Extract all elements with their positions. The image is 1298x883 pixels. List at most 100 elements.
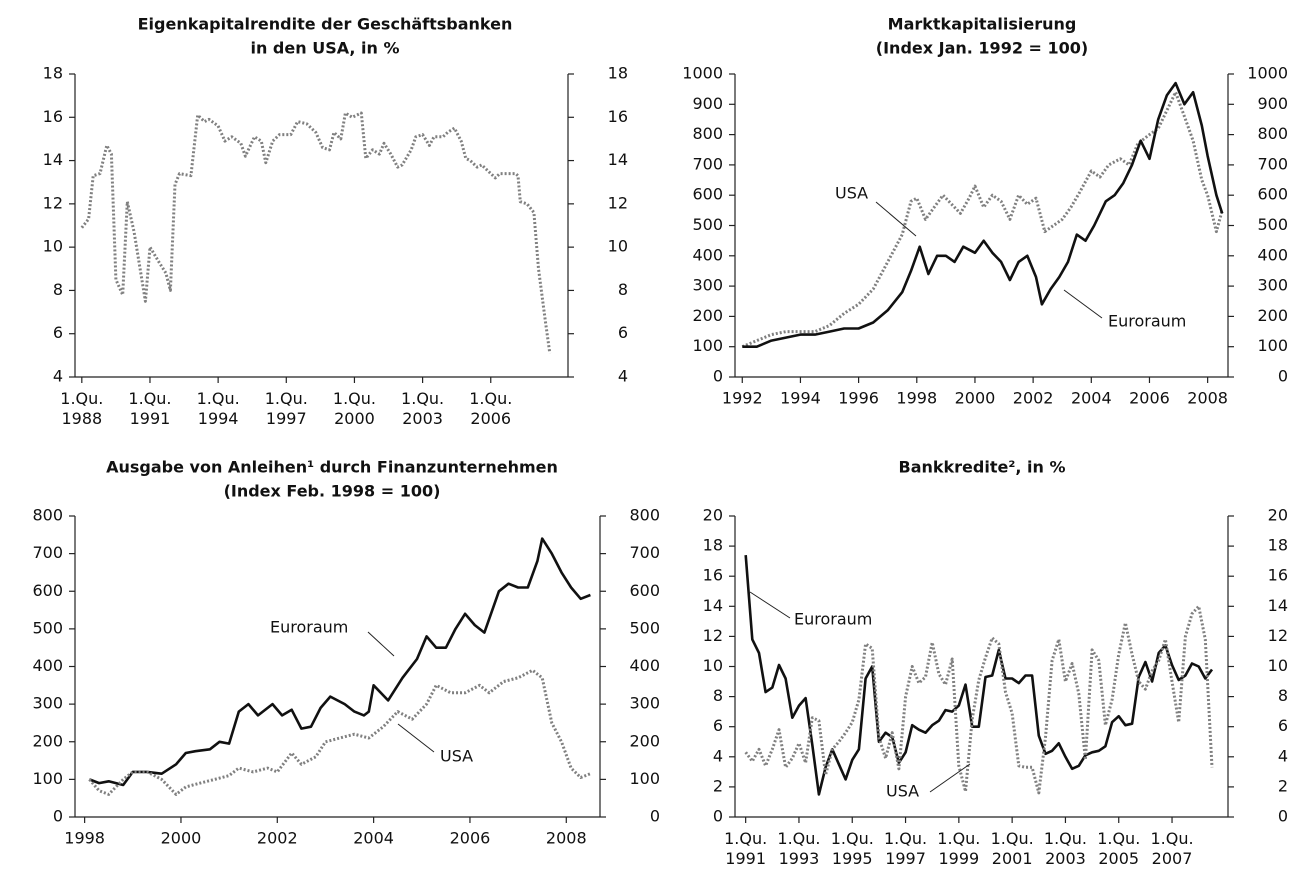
series-line	[742, 81, 1224, 348]
y-tick-label: 20	[703, 506, 723, 525]
y-tick-label: 10	[43, 237, 63, 256]
y-tick-label: 2	[713, 776, 723, 795]
panel: Ausgabe von Anleihen¹ durch Finanzuntern…	[32, 458, 660, 848]
y-tick-label-right: 16	[608, 107, 628, 126]
y-tick-label: 12	[43, 193, 63, 212]
chart-title: Eigenkapitalrendite der Geschäftsbanken	[138, 15, 513, 34]
x-tick-label: 1.Qu. 1991	[724, 829, 767, 868]
x-tick-label: 1.Qu. 1988	[60, 389, 103, 428]
y-tick-label: 300	[32, 694, 63, 713]
y-tick-label: 500	[692, 215, 723, 234]
y-tick-label: 400	[692, 245, 723, 264]
x-tick-label: 2008	[546, 829, 587, 848]
y-tick-label-right: 700	[629, 543, 660, 562]
y-tick-label-right: 400	[629, 656, 660, 675]
x-tick-label: 1.Qu. 2001	[991, 829, 1034, 868]
x-tick-label: 1.Qu. 1991	[128, 389, 171, 428]
x-tick-label: 1998	[64, 829, 105, 848]
series-line	[741, 90, 1224, 349]
annotation: USA	[835, 184, 868, 203]
x-tick-label: 1.Qu. 2003	[401, 389, 444, 428]
chart-title: Ausgabe von Anleihen¹ durch Finanzuntern…	[106, 458, 558, 477]
x-tick-label: 1.Qu. 1997	[265, 389, 308, 428]
y-tick-label-right: 12	[1268, 626, 1288, 645]
panel: Marktkapitalisierung (Index Jan. 1992 = 1…	[682, 15, 1288, 408]
y-tick-label: 800	[692, 124, 723, 143]
y-tick-label-right: 0	[1278, 367, 1288, 386]
y-tick-label: 500	[32, 618, 63, 637]
y-tick-label-right: 300	[1257, 276, 1288, 295]
y-tick-label-right: 600	[629, 581, 660, 600]
annotation-leader	[929, 763, 971, 793]
y-tick-label-right: 1000	[1247, 64, 1288, 83]
annotation: Euroraum	[270, 618, 348, 637]
annotation: Euroraum	[794, 610, 872, 629]
chart-title: (Index Feb. 1998 = 100)	[224, 482, 441, 501]
panel: Eigenkapitalrendite der Geschäftsbanken i…	[43, 15, 628, 428]
y-tick-label-right: 14	[608, 150, 628, 169]
y-tick-label: 8	[53, 280, 63, 299]
chart-title: Bankkredite², in %	[899, 458, 1066, 477]
x-tick-label: 1.Qu. 1993	[777, 829, 820, 868]
series-line	[88, 668, 591, 796]
chart-title: in den USA, in %	[250, 39, 399, 58]
y-tick-label-right: 6	[1278, 716, 1288, 735]
y-tick-label-right: 6	[618, 323, 628, 342]
series-line	[88, 537, 591, 787]
x-tick-label: 1994	[780, 389, 821, 408]
y-tick-label-right: 600	[1257, 185, 1288, 204]
y-tick-label-right: 100	[629, 769, 660, 788]
x-tick-label: 1.Qu. 1994	[197, 389, 240, 428]
y-tick-label: 700	[692, 154, 723, 173]
y-tick-label: 10	[703, 656, 723, 675]
y-tick-label-right: 700	[1257, 154, 1288, 173]
y-tick-label: 900	[692, 94, 723, 113]
annotation: USA	[886, 782, 919, 801]
y-tick-label-right: 0	[1278, 807, 1288, 826]
annotation: USA	[440, 747, 473, 766]
x-tick-label: 2000	[955, 389, 996, 408]
y-tick-label-right: 0	[650, 807, 660, 826]
series-line	[80, 111, 552, 354]
annotation-leader	[1063, 289, 1103, 319]
y-tick-label: 700	[32, 543, 63, 562]
x-tick-label: 2006	[450, 829, 491, 848]
y-tick-label: 400	[32, 656, 63, 675]
y-tick-label: 16	[43, 107, 63, 126]
annotation-leader	[367, 631, 395, 657]
y-tick-label-right: 500	[629, 618, 660, 637]
x-tick-label: 1.Qu. 2000	[333, 389, 376, 428]
y-tick-label: 14	[703, 596, 723, 615]
y-tick-label: 200	[32, 731, 63, 750]
x-tick-label: 1.Qu. 1997	[884, 829, 927, 868]
annotation: Euroraum	[1108, 312, 1186, 331]
x-tick-label: 2000	[161, 829, 202, 848]
x-tick-label: 1.Qu. 2005	[1097, 829, 1140, 868]
y-tick-label: 300	[692, 276, 723, 295]
y-tick-label: 4	[53, 367, 63, 386]
y-tick-label-right: 200	[1257, 306, 1288, 325]
x-tick-label: 1.Qu. 1995	[831, 829, 874, 868]
x-tick-label: 2008	[1187, 389, 1228, 408]
x-tick-label: 2004	[1071, 389, 1112, 408]
y-tick-label-right: 8	[1278, 686, 1288, 705]
y-tick-label-right: 10	[1268, 656, 1288, 675]
y-tick-label-right: 12	[608, 193, 628, 212]
y-tick-label: 100	[32, 769, 63, 788]
y-tick-label: 6	[53, 323, 63, 342]
y-tick-label-right: 800	[1257, 124, 1288, 143]
x-tick-label: 1.Qu. 2006	[469, 389, 512, 428]
y-tick-label-right: 2	[1278, 776, 1288, 795]
y-tick-label-right: 900	[1257, 94, 1288, 113]
x-tick-label: 2002	[257, 829, 298, 848]
x-tick-label: 2004	[353, 829, 394, 848]
x-tick-label: 1998	[896, 389, 937, 408]
x-tick-label: 1996	[838, 389, 879, 408]
annotation-leader	[397, 723, 435, 753]
y-tick-label: 16	[703, 566, 723, 585]
y-tick-label: 8	[713, 686, 723, 705]
y-tick-label: 14	[43, 150, 63, 169]
y-tick-label-right: 14	[1268, 596, 1288, 615]
y-tick-label-right: 400	[1257, 245, 1288, 264]
y-tick-label: 18	[43, 64, 63, 83]
